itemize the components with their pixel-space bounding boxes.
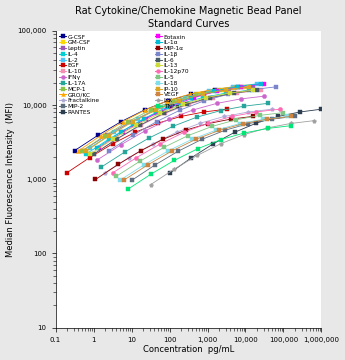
- X-axis label: Concentration  pg/mL: Concentration pg/mL: [143, 346, 234, 355]
- Legend: Eotaxin, IL-1α, MIP-1α, IL-1β, IL-6, IL-13, IL-12p70, IL-5, IL-18, IP-10, VEGF, : Eotaxin, IL-1α, MIP-1α, IL-1β, IL-6, IL-…: [154, 34, 190, 109]
- Y-axis label: Median Fluorescence Intensity  (MFI): Median Fluorescence Intensity (MFI): [6, 102, 14, 257]
- Title: Rat Cytokine/Chemokine Magnetic Bead Panel
Standard Curves: Rat Cytokine/Chemokine Magnetic Bead Pan…: [75, 5, 302, 29]
